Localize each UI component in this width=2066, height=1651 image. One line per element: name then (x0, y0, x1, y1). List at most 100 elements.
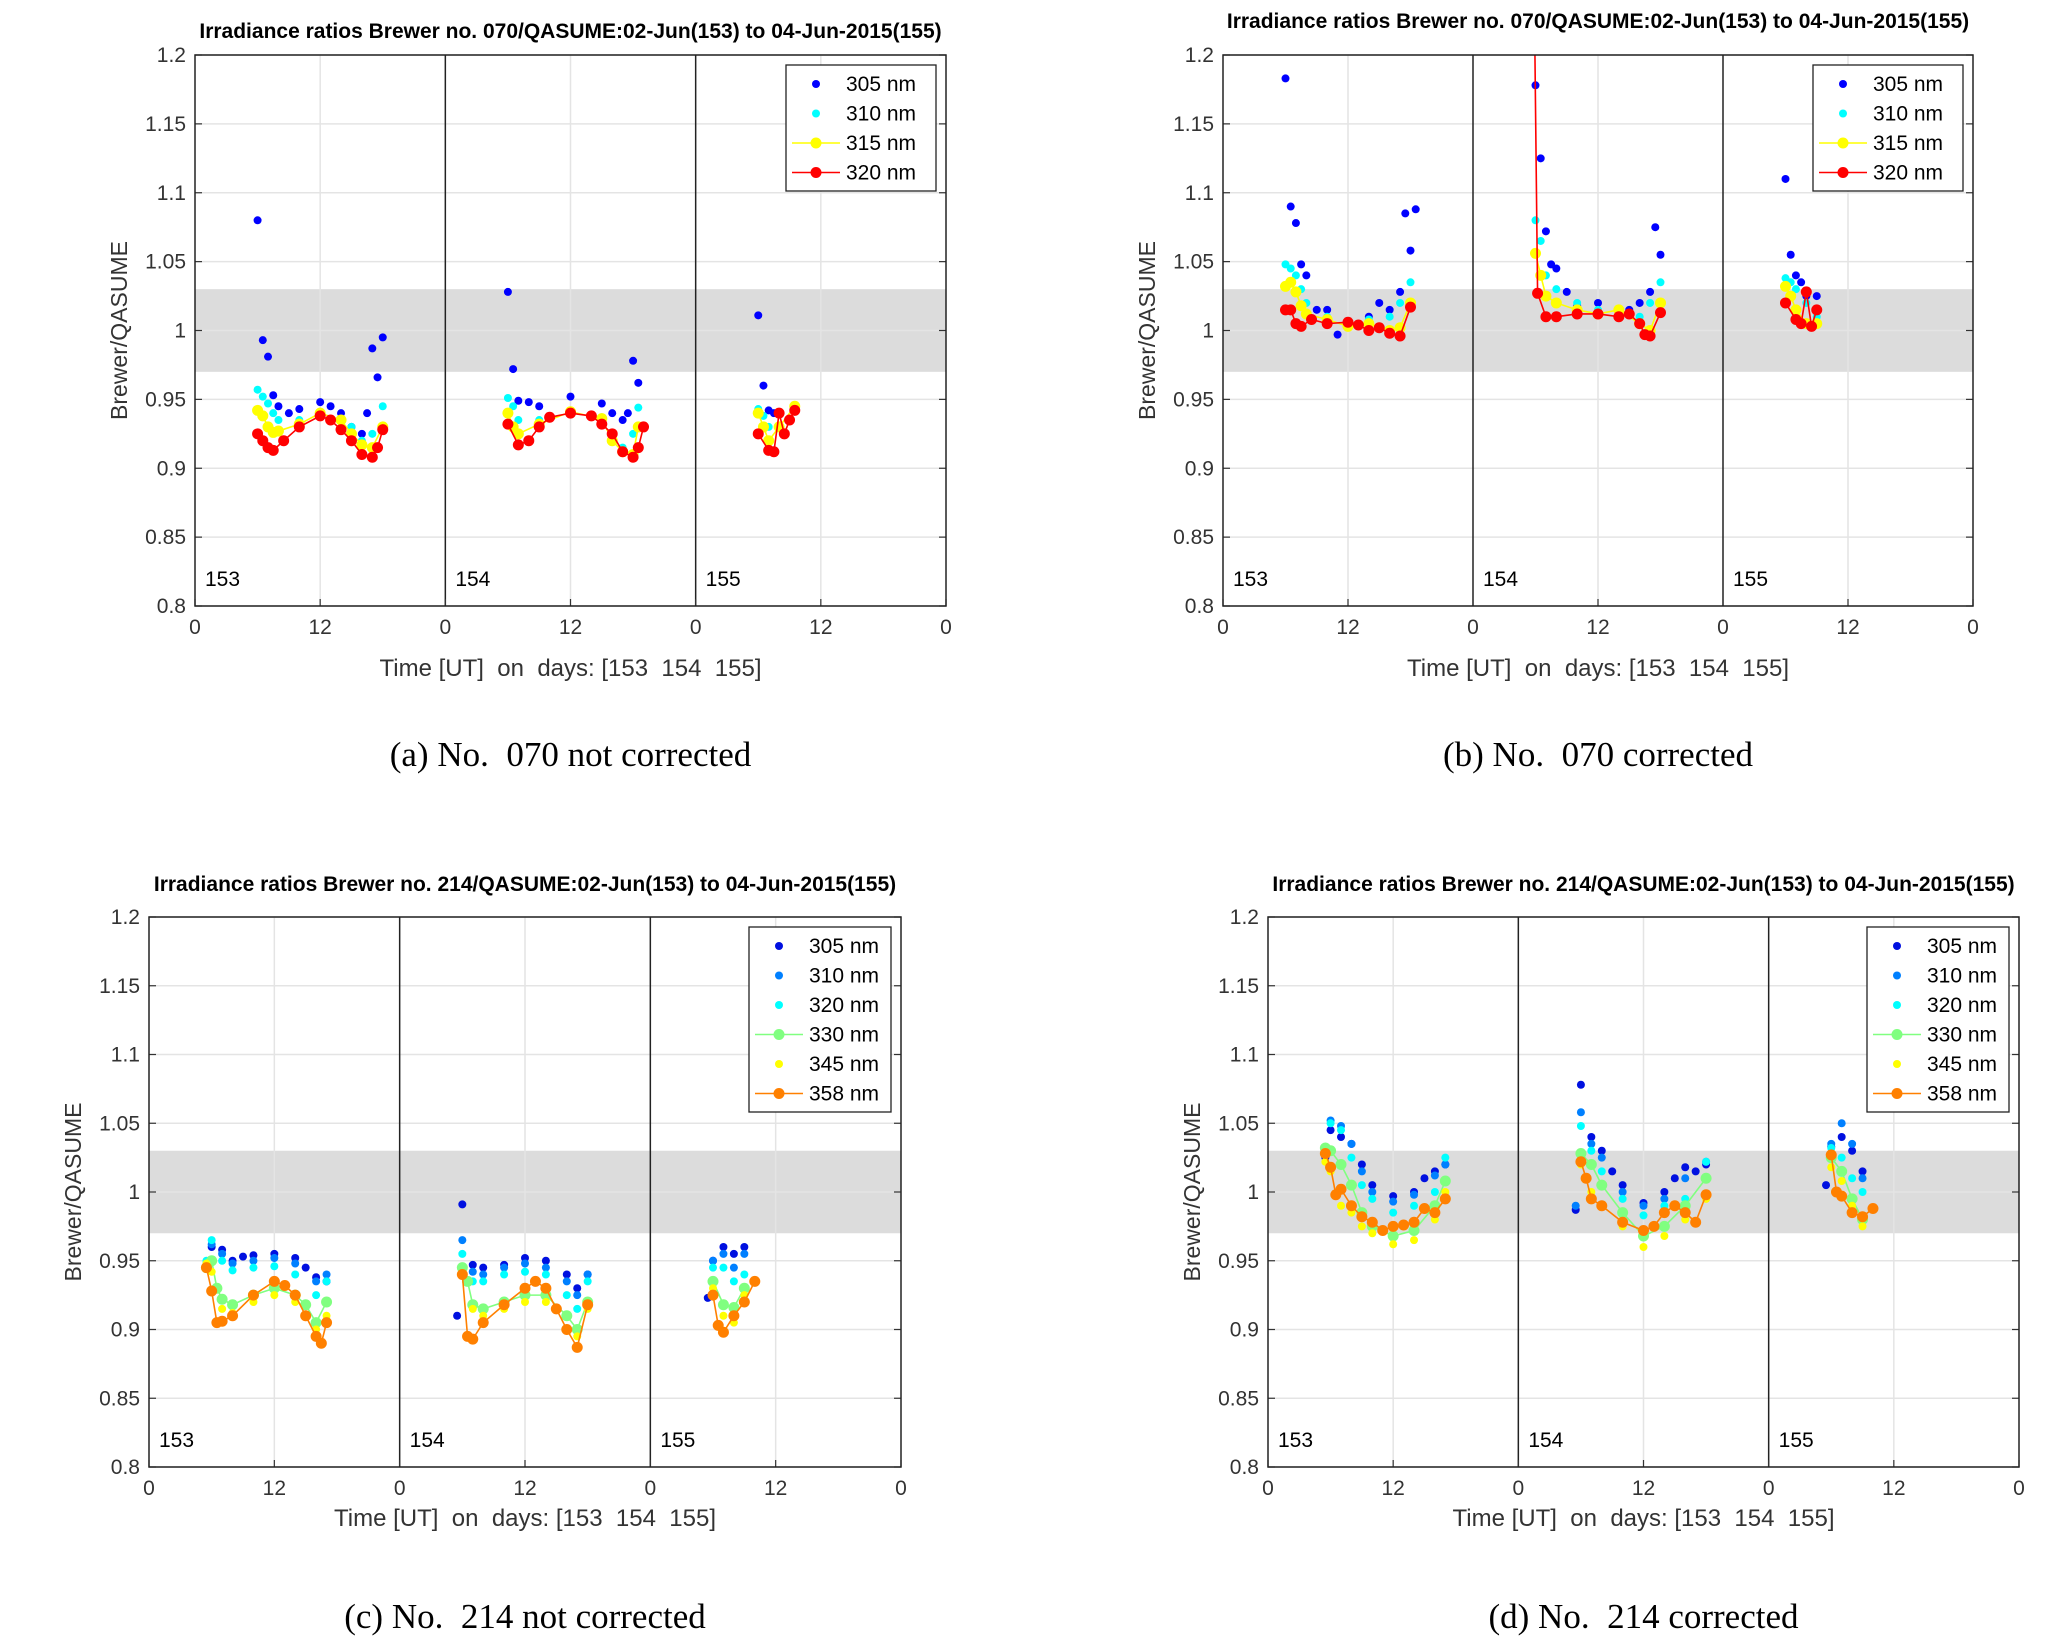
legend-marker (773, 1029, 785, 1040)
y-tick-label: 0.8 (111, 1456, 140, 1479)
data-point (1790, 304, 1802, 316)
data-point (606, 428, 618, 440)
data-point (1585, 1159, 1597, 1170)
data-point (1646, 298, 1655, 307)
legend-label: 305 nm (1927, 935, 1997, 958)
legend-label: 345 nm (809, 1053, 879, 1076)
data-point (249, 1263, 258, 1272)
data-point (1290, 286, 1302, 298)
data-point (366, 451, 378, 463)
data-point (264, 352, 273, 361)
legend-item: 330 nm (1873, 1024, 1997, 1047)
data-point (1286, 264, 1295, 273)
legend-item: 305 nm (775, 935, 879, 958)
figure-caption: (a) No. 070 not corrected (389, 735, 752, 774)
data-point (295, 405, 304, 414)
data-point (502, 407, 514, 419)
data-point (1429, 1207, 1441, 1219)
legend-item: 320 nm (1893, 994, 1997, 1017)
data-point (1368, 1181, 1377, 1190)
data-point (1418, 1203, 1430, 1214)
x-axis-label: Time [UT] on days: [153 154 155] (1452, 1505, 1835, 1532)
data-point (264, 399, 273, 408)
data-point (200, 1262, 212, 1274)
legend-label: 305 nm (809, 935, 879, 958)
data-point (717, 1299, 729, 1311)
data-point (1575, 1148, 1587, 1159)
data-point (1333, 330, 1342, 339)
legend-marker (1837, 167, 1849, 178)
legend-label: 305 nm (846, 73, 916, 96)
series-315-nm (252, 400, 801, 460)
chart-title: Irradiance ratios Brewer no. 214/QASUME:… (1272, 873, 2015, 896)
data-point (1822, 1181, 1831, 1190)
legend-marker (810, 167, 822, 178)
data-point (1394, 330, 1406, 342)
data-point (468, 1267, 477, 1276)
data-point (544, 411, 556, 423)
data-point (357, 429, 366, 438)
x-tick-label: 0 (940, 616, 952, 639)
data-point (284, 409, 293, 418)
legend-label: 358 nm (1927, 1083, 1997, 1106)
data-point (1848, 1139, 1857, 1148)
legend-marker (1839, 109, 1847, 118)
data-point (249, 1256, 258, 1265)
y-axis-label: Brewer/QASUME (1134, 241, 1160, 420)
data-point (479, 1270, 488, 1279)
y-tick-label: 1.2 (1185, 44, 1214, 67)
data-point (1837, 1153, 1846, 1162)
series-358-nm (200, 1262, 761, 1353)
data-point (272, 425, 284, 437)
day-label: 153 (1233, 568, 1268, 591)
chart-title: Irradiance ratios Brewer no. 070/QASUME:… (1226, 10, 1970, 33)
data-point (521, 1267, 529, 1276)
data-point (1846, 1193, 1858, 1205)
data-point (1858, 1167, 1867, 1176)
data-point (1357, 1181, 1366, 1190)
data-point (509, 365, 518, 374)
data-point (709, 1263, 717, 1272)
y-tick-label: 1.1 (111, 1044, 140, 1067)
data-layer (1319, 1080, 1879, 1251)
data-point (218, 1256, 227, 1265)
data-point (247, 1289, 259, 1301)
x-tick-label: 0 (690, 616, 702, 639)
data-point (1356, 1211, 1368, 1223)
data-point (617, 446, 629, 458)
data-point (754, 311, 763, 320)
legend-label: 320 nm (809, 994, 879, 1017)
legend: 305 nm 310 nm 320 nm 330 nm 345 nm 358 nm (1866, 926, 2010, 1113)
data-point (562, 1277, 571, 1286)
data-point (627, 451, 639, 463)
legend-label: 310 nm (1873, 103, 1943, 126)
data-point (335, 424, 347, 436)
y-axis-label: Brewer/QASUME (1179, 1103, 1205, 1282)
data-point (368, 344, 377, 353)
y-tick-label: 0.8 (1230, 1456, 1259, 1479)
data-point (1597, 1153, 1606, 1162)
legend-marker (1893, 1060, 1901, 1068)
legend-marker (1891, 1029, 1903, 1040)
data-point (468, 1304, 477, 1313)
y-tick-label: 1.2 (111, 906, 140, 929)
data-point (498, 1299, 510, 1311)
data-point (1385, 305, 1394, 314)
legend-item: 345 nm (775, 1053, 879, 1076)
data-point (1836, 1165, 1848, 1177)
data-point (1321, 318, 1333, 330)
data-point (1691, 1167, 1700, 1176)
y-tick-label: 0.85 (1173, 526, 1214, 549)
y-tick-label: 0.9 (111, 1319, 140, 1342)
data-point (1623, 308, 1635, 320)
legend-item: 305 nm (1893, 935, 1997, 958)
data-point (315, 1337, 327, 1349)
y-tick-label: 1.05 (99, 1112, 140, 1135)
x-tick-label: 12 (559, 616, 582, 639)
legend-item: 315 nm (1819, 132, 1943, 155)
data-point (524, 398, 533, 407)
data-point (1644, 330, 1656, 342)
series-line (461, 1267, 589, 1332)
data-point (293, 421, 305, 433)
data-point (566, 392, 575, 401)
